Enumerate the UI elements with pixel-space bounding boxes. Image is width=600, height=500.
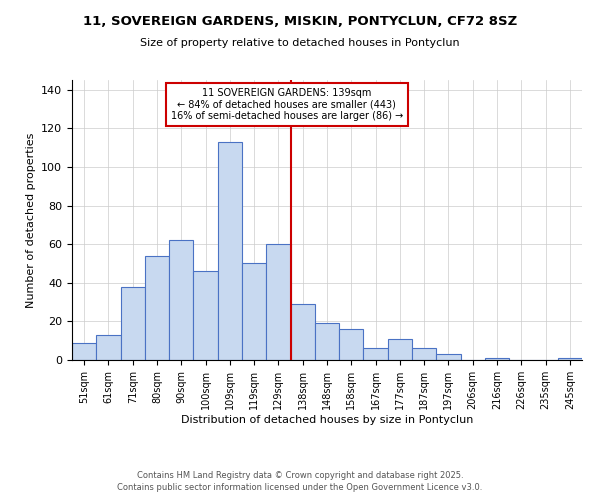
Bar — [96, 335, 121, 360]
Text: Contains public sector information licensed under the Open Government Licence v3: Contains public sector information licen… — [118, 484, 482, 492]
Bar — [145, 256, 169, 360]
Bar — [388, 339, 412, 360]
Bar — [485, 358, 509, 360]
Bar — [339, 329, 364, 360]
Bar — [169, 240, 193, 360]
Bar — [266, 244, 290, 360]
Bar — [218, 142, 242, 360]
Y-axis label: Number of detached properties: Number of detached properties — [26, 132, 35, 308]
Bar — [72, 342, 96, 360]
Text: Size of property relative to detached houses in Pontyclun: Size of property relative to detached ho… — [140, 38, 460, 48]
Bar — [290, 304, 315, 360]
Text: 11 SOVEREIGN GARDENS: 139sqm
← 84% of detached houses are smaller (443)
16% of s: 11 SOVEREIGN GARDENS: 139sqm ← 84% of de… — [171, 88, 403, 121]
Bar — [364, 348, 388, 360]
Bar — [242, 264, 266, 360]
Text: 11, SOVEREIGN GARDENS, MISKIN, PONTYCLUN, CF72 8SZ: 11, SOVEREIGN GARDENS, MISKIN, PONTYCLUN… — [83, 15, 517, 28]
X-axis label: Distribution of detached houses by size in Pontyclun: Distribution of detached houses by size … — [181, 414, 473, 424]
Bar — [412, 348, 436, 360]
Text: Contains HM Land Registry data © Crown copyright and database right 2025.: Contains HM Land Registry data © Crown c… — [137, 471, 463, 480]
Bar — [193, 271, 218, 360]
Bar — [436, 354, 461, 360]
Bar — [558, 358, 582, 360]
Bar — [121, 286, 145, 360]
Bar — [315, 324, 339, 360]
